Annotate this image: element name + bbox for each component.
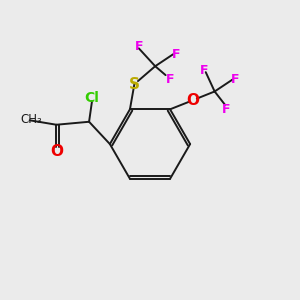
Text: F: F — [166, 73, 174, 86]
Text: O: O — [50, 144, 63, 159]
Text: F: F — [231, 73, 240, 86]
Text: F: F — [172, 48, 180, 61]
Text: Cl: Cl — [85, 91, 100, 105]
Text: S: S — [129, 76, 140, 92]
Text: CH₃: CH₃ — [21, 113, 43, 126]
Text: F: F — [222, 103, 231, 116]
Text: F: F — [200, 64, 208, 77]
Text: O: O — [186, 93, 199, 108]
Text: F: F — [135, 40, 143, 53]
